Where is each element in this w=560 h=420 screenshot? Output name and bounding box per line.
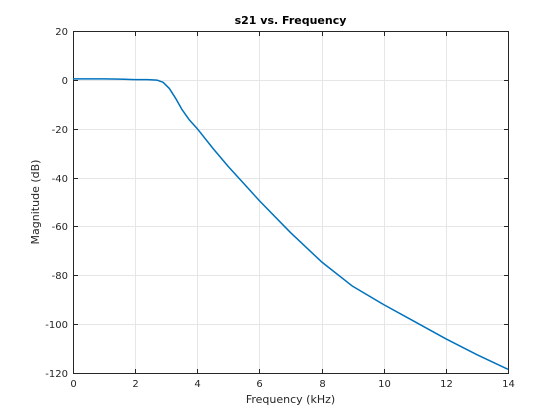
y-tick-label: -100: [45, 320, 68, 331]
y-axis-label: Magnitude (dB): [29, 160, 42, 245]
ticks: 0 2 4 6 8 10 12 14 -120 -100 -80 -60 -40 -20 0 20: [45, 27, 515, 390]
x-axis-label: Frequency (kHz): [246, 393, 335, 406]
y-tick-label: 0: [62, 76, 68, 87]
axes-box: [73, 31, 509, 374]
x-tick-label: 12: [440, 379, 453, 390]
chart-title: s21 vs. Frequency: [235, 14, 347, 27]
series-layer: [73, 78, 509, 371]
x-tick-label: 10: [378, 379, 391, 390]
x-tick-label: 6: [256, 379, 262, 390]
series-line: [73, 78, 509, 371]
y-tick-label: -20: [52, 125, 68, 136]
axes: [73, 31, 509, 374]
x-tick-label: 2: [132, 379, 138, 390]
y-tick-label: -40: [52, 174, 68, 185]
y-tick-label: -60: [52, 222, 68, 233]
y-tick-label: -80: [52, 271, 68, 282]
y-tick-label: -120: [45, 369, 68, 380]
x-tick-label: 4: [194, 379, 200, 390]
y-tick-label: 20: [55, 27, 68, 38]
x-tick-label: 14: [502, 379, 515, 390]
x-tick-label: 0: [70, 379, 76, 390]
x-tick-label: 8: [319, 379, 325, 390]
plot-area: [73, 31, 508, 373]
grid: [73, 31, 509, 374]
